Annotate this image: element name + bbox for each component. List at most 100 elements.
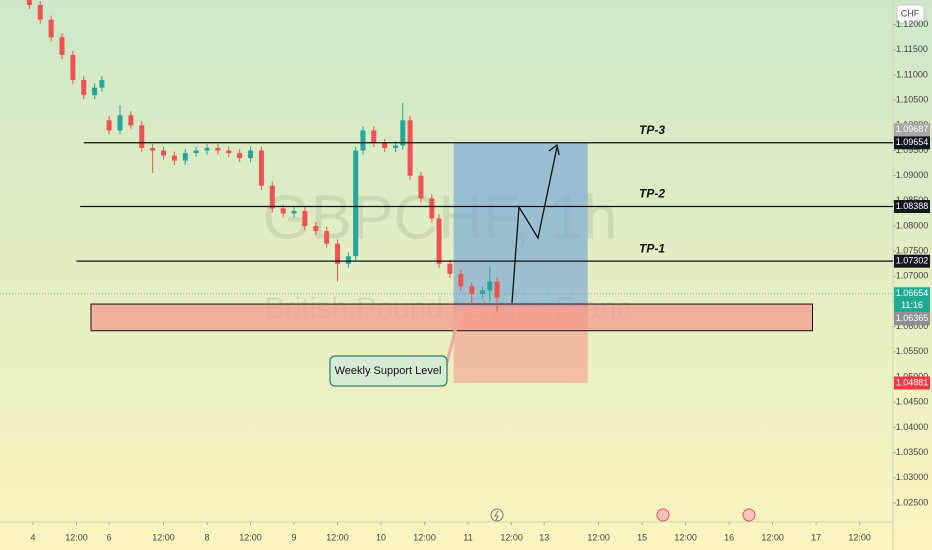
price-label-box: [894, 376, 930, 390]
event-icon: [656, 508, 670, 522]
candle-body: [371, 130, 377, 143]
x-tick-label: 12:00: [239, 532, 262, 542]
candle-body: [494, 281, 500, 298]
y-tick-label: 1.05500: [896, 346, 929, 356]
candle-body: [99, 80, 105, 88]
candle-body: [302, 210, 308, 227]
y-tick-label: 1.08000: [896, 220, 929, 230]
candle-body: [106, 120, 112, 131]
y-tick-label: 1.04500: [896, 397, 929, 407]
y-tick-label: 1.09500: [896, 145, 929, 155]
candle-body: [59, 37, 65, 55]
candle-body: [335, 243, 341, 264]
candle-body: [313, 226, 319, 232]
candle-body: [193, 150, 199, 154]
candle-body: [400, 120, 406, 146]
x-tick-label: 12:00: [674, 532, 697, 542]
candle-body: [258, 150, 264, 186]
y-tick-label: 1.03000: [896, 472, 929, 482]
y-tick-label: 1.10500: [896, 95, 929, 105]
candle-body: [226, 150, 232, 154]
price-label-time: 11:16: [901, 300, 923, 310]
y-tick-label: 1.09000: [896, 170, 929, 180]
y-tick-label: 1.04000: [896, 422, 929, 432]
price-label: 1.09687: [896, 124, 929, 134]
candle-body: [150, 147, 156, 151]
candle-body: [128, 115, 134, 126]
x-tick-label: 15: [637, 532, 647, 542]
x-tick-label: 13: [539, 532, 549, 542]
level-name: TP-2: [639, 187, 665, 201]
candle-body: [407, 120, 413, 176]
candle-body: [215, 147, 221, 151]
y-tick-label: 1.07000: [896, 271, 929, 281]
x-tick-label: 10: [376, 532, 386, 542]
callout-box: [329, 355, 448, 387]
candle-body: [353, 150, 359, 257]
candle-body: [447, 263, 453, 274]
plot: [0, 0, 893, 384]
price-label-box: [894, 199, 930, 213]
candle-body: [92, 87, 98, 96]
projection-arrow: [511, 146, 558, 304]
candle-body: [345, 256, 351, 264]
level-name: TP-3: [639, 123, 665, 137]
callout-text: Weekly Support Level: [335, 365, 442, 377]
y-tick-label: 1.07500: [896, 246, 929, 256]
candle-body: [418, 175, 424, 199]
candle-body: [48, 19, 54, 38]
candle-body: [480, 290, 486, 294]
y-tick-label: 1.06000: [896, 321, 929, 331]
candle-body: [37, 5, 43, 20]
candle-body: [487, 281, 493, 291]
y-tick-label: 1.11500: [896, 44, 928, 54]
x-tick-label: 9: [292, 532, 297, 542]
x-tick-label: 4: [30, 532, 35, 542]
candle-body: [280, 208, 286, 214]
candle-body: [70, 54, 76, 81]
x-tick-label: 12:00: [761, 532, 784, 542]
event-icon: [494, 510, 499, 521]
x-tick-label: 6: [107, 532, 112, 542]
candle-body: [117, 115, 123, 131]
price-label-box: [894, 123, 930, 137]
projection-arrowhead: [548, 143, 560, 156]
target-zone: [453, 142, 588, 309]
candle-body: [161, 150, 167, 156]
price-label: 1.06654: [896, 288, 929, 298]
x-tick-label: 12:00: [152, 532, 175, 542]
y-tick-label: 1.03500: [896, 447, 929, 457]
price-label-box: [894, 312, 930, 326]
candle-body: [393, 145, 399, 148]
x-tick-label: 12:00: [326, 532, 349, 542]
price-label: 1.04881: [896, 377, 929, 387]
y-tick-label: 1.05000: [896, 371, 929, 381]
candle-body: [26, 0, 32, 6]
event-icons: [490, 508, 756, 522]
price-label: 1.08388: [896, 201, 929, 211]
x-tick-label: 12:00: [413, 532, 436, 542]
y-tick-label: 1.12000: [896, 19, 929, 29]
event-icon: [490, 508, 504, 522]
candle-body: [291, 210, 297, 214]
price-label-box: [894, 287, 930, 313]
candle-body: [204, 147, 210, 151]
currency: CHF: [901, 8, 920, 18]
candle-body: [237, 153, 243, 159]
candle-body: [324, 231, 330, 244]
candle-body: [360, 130, 366, 151]
x-tick-label: 11: [463, 532, 472, 542]
x-tick-label: 17: [811, 532, 821, 542]
candle-body: [81, 80, 87, 96]
y-tick-label: 1.11000: [896, 69, 928, 79]
level-name: TP-1: [639, 241, 665, 255]
candle-body: [171, 155, 177, 161]
price-label-box: [894, 136, 930, 150]
x-tick-label: 12:00: [848, 532, 871, 542]
candle-body: [429, 198, 435, 219]
candle-body: [458, 273, 464, 287]
price-label: 1.07302: [896, 256, 929, 266]
currency-box: [896, 4, 925, 24]
x-tick-label: 12:00: [587, 532, 610, 542]
candle-body: [382, 142, 388, 148]
